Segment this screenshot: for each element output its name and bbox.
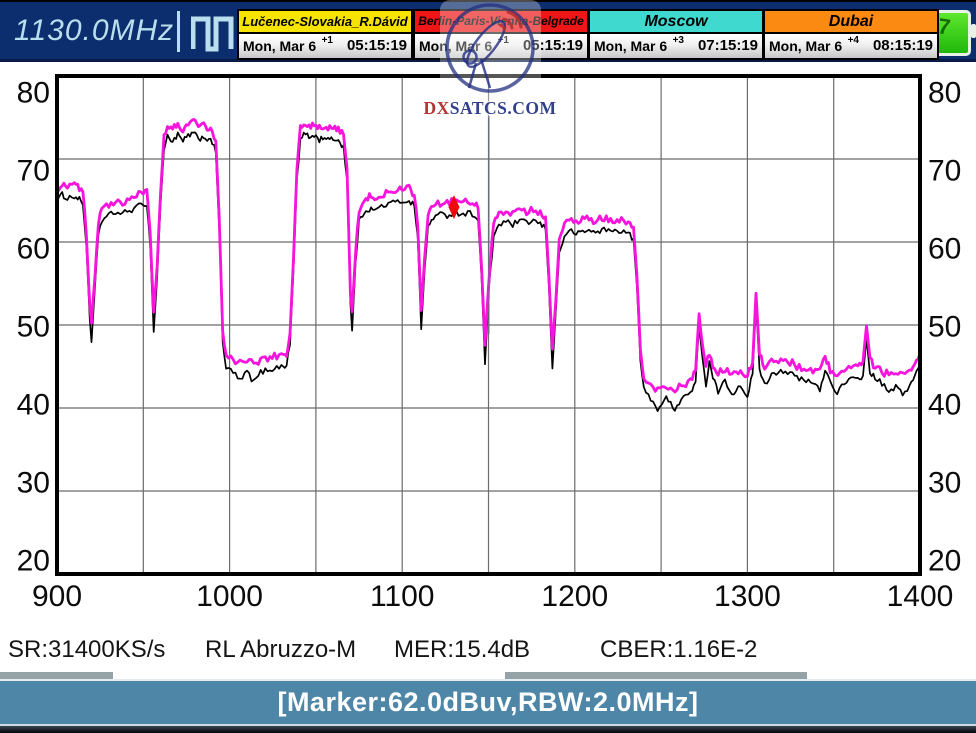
plot-border — [55, 74, 922, 576]
y-tick-label-left: 80 — [17, 77, 50, 110]
y-tick-label-left: 30 — [17, 467, 50, 500]
y-tick-label-left: 70 — [17, 155, 50, 188]
y-tick-label-right: 80 — [928, 77, 961, 110]
y-tick-label-left: 40 — [17, 389, 50, 422]
clock-datetime-row: Mon, Mar 6 +1 05:15:19 — [415, 34, 587, 58]
watermark-vertical-line — [488, 116, 490, 334]
channel-name-readout: RL Abruzzo-M — [205, 636, 357, 663]
marker-info-text: [Marker:62.0dBuv,RBW:2.0MHz] — [277, 687, 699, 717]
clock-city-label: Dubai — [765, 11, 937, 34]
x-tick-label: 1400 — [887, 580, 954, 613]
y-tick-label-right: 50 — [928, 311, 961, 344]
clock-dubai: Dubai Mon, Mar 6 +4 08:15:19 — [763, 9, 939, 60]
clock-datetime-row: Mon, Mar 6 +3 07:15:19 — [590, 34, 762, 58]
utc-offset-badge: +3 — [672, 35, 684, 46]
watermark-text: DXSATCS.COM — [424, 98, 556, 118]
cber-readout: CBER:1.16E-2 — [600, 636, 758, 663]
x-tick-label: 1100 — [370, 580, 435, 613]
mer-readout: MER:15.4dB — [394, 636, 531, 663]
clock-datetime-row: Mon, Mar 6 +4 08:15:19 — [765, 34, 937, 58]
marker-info-bar: [Marker:62.0dBuv,RBW:2.0MHz] — [0, 679, 976, 726]
y-tick-label-right: 40 — [928, 389, 961, 422]
clock-city-label: Lučenec-Slovakia_R.Dávid — [239, 11, 411, 34]
utc-offset-badge: +1 — [321, 35, 333, 46]
top-status-bar: 1130.0MHz Lučenec-Slovakia_R.Dávid Mon, … — [0, 0, 976, 62]
clock-date: Mon, Mar 6 — [419, 38, 493, 54]
y-tick-label-right: 60 — [928, 233, 961, 266]
tab-strip-middle — [505, 672, 807, 679]
live-trace — [56, 131, 921, 412]
x-tick-label: 900 — [32, 580, 82, 613]
clock-time: 05:15:19 — [522, 37, 583, 54]
utc-offset-badge: +1 — [497, 35, 509, 46]
battery-terminal — [971, 24, 976, 38]
clock-date: Mon, Mar 6 — [594, 38, 668, 54]
marker-diamond-icon — [448, 195, 460, 220]
clock-time: 08:15:19 — [872, 37, 933, 54]
x-tick-label: 1300 — [714, 580, 781, 613]
center-frequency-readout: 1130.0MHz — [14, 14, 175, 47]
y-tick-label-right: 70 — [928, 155, 961, 188]
clock-moscow: Moscow Mon, Mar 6 +3 07:15:19 — [588, 9, 764, 60]
separator-line — [177, 11, 180, 52]
utc-offset-badge: +4 — [847, 35, 859, 46]
clock-time: 07:15:19 — [697, 37, 758, 54]
x-tick-label: 1000 — [196, 580, 263, 613]
clock-datetime-row: Mon, Mar 6 +1 05:15:19 — [239, 34, 411, 58]
clock-date: Mon, Mar 6 — [243, 38, 317, 54]
y-tick-label-right: 20 — [928, 545, 961, 578]
clock-berlin: Berlin-Paris-Vienna-Belgrade Mon, Mar 6 … — [413, 9, 589, 60]
y-tick-label-right: 30 — [928, 467, 961, 500]
measurement-readouts: SR:31400KS/s RL Abruzzo-M MER:15.4dB CBE… — [0, 636, 976, 663]
y-tick-label-left: 60 — [17, 233, 50, 266]
clock-time: 05:15:19 — [346, 37, 407, 54]
y-tick-label-left: 20 — [17, 545, 50, 578]
y-tick-label-left: 50 — [17, 311, 50, 344]
peak-hold-trace — [55, 118, 922, 394]
bottom-edge — [0, 726, 976, 733]
x-tick-label: 1200 — [541, 580, 608, 613]
tab-strip-left — [0, 672, 113, 679]
clock-city-label: Berlin-Paris-Vienna-Belgrade — [415, 11, 587, 34]
plot-area — [57, 76, 920, 574]
clock-city-label: Moscow — [590, 11, 762, 34]
symbol-rate-readout: SR:31400KS/s — [8, 636, 166, 663]
pulse-waveform-icon — [191, 16, 234, 52]
clock-date: Mon, Mar 6 — [769, 38, 843, 54]
clock-lucenec: Lučenec-Slovakia_R.Dávid Mon, Mar 6 +1 0… — [237, 9, 413, 60]
